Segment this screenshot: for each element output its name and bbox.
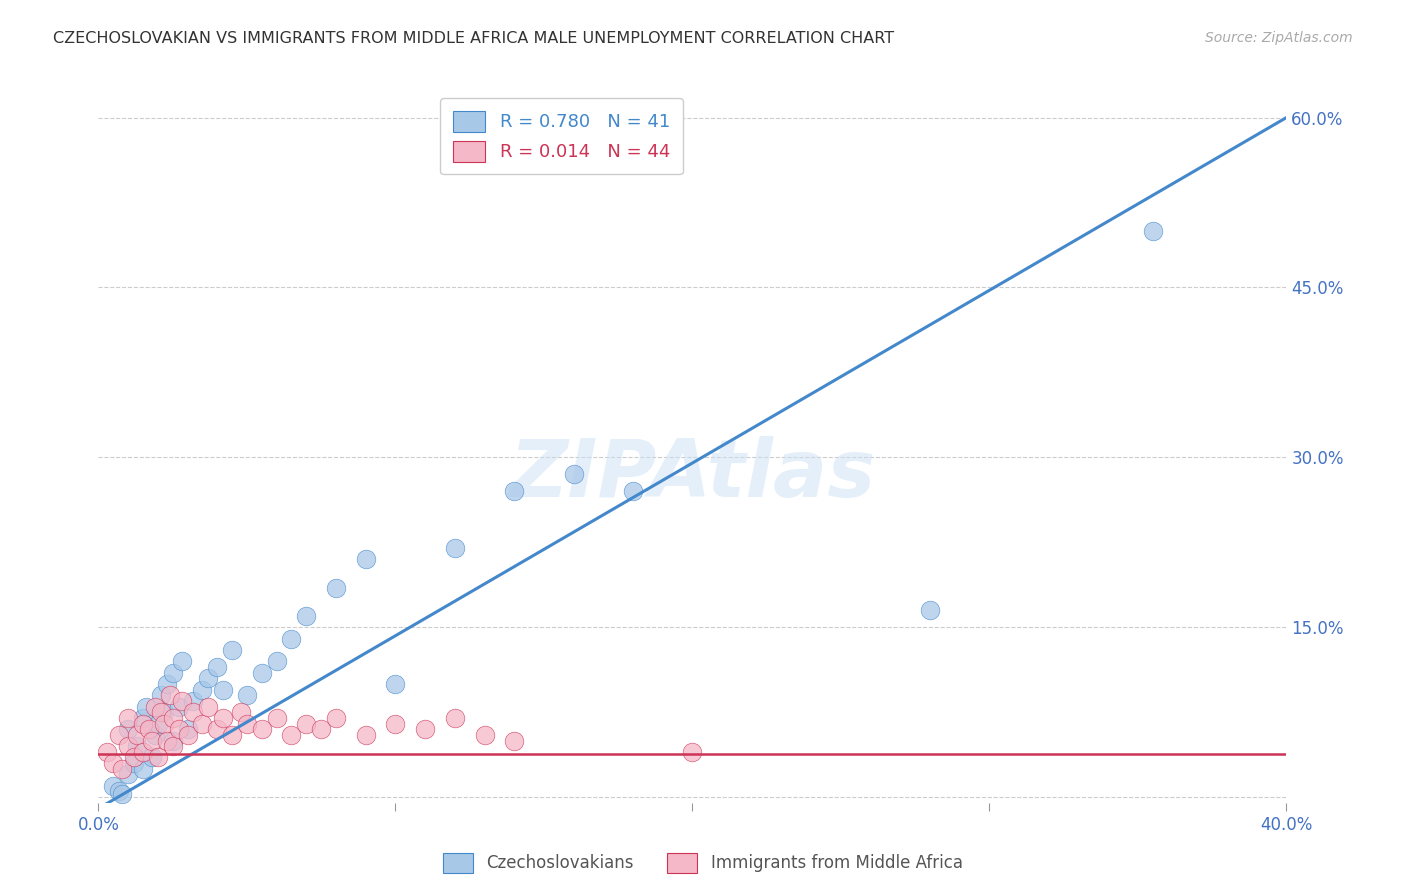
- Point: [132, 745, 155, 759]
- Point: [183, 705, 205, 719]
- Text: ZIPAtlas: ZIPAtlas: [509, 435, 876, 514]
- Point: [122, 750, 145, 764]
- Point: [250, 665, 273, 680]
- Point: [221, 728, 243, 742]
- Point: [229, 705, 252, 719]
- Point: [143, 699, 166, 714]
- Text: CZECHOSLOVAKIAN VS IMMIGRANTS FROM MIDDLE AFRICA MALE UNEMPLOYMENT CORRELATION C: CZECHOSLOVAKIAN VS IMMIGRANTS FROM MIDDL…: [53, 31, 894, 46]
- Point: [236, 716, 259, 731]
- Point: [117, 722, 139, 736]
- Point: [117, 739, 139, 754]
- Point: [176, 722, 198, 736]
- Point: [156, 677, 179, 691]
- Point: [384, 716, 406, 731]
- Point: [132, 762, 155, 776]
- Point: [207, 660, 229, 674]
- Point: [197, 671, 219, 685]
- Point: [125, 728, 148, 742]
- Point: [325, 581, 347, 595]
- Point: [111, 762, 134, 776]
- Point: [621, 484, 644, 499]
- Point: [562, 467, 585, 482]
- Point: [1142, 224, 1164, 238]
- Point: [191, 716, 214, 731]
- Point: [149, 705, 172, 719]
- Point: [152, 716, 174, 731]
- Point: [162, 665, 184, 680]
- Point: [295, 716, 318, 731]
- Point: [191, 682, 214, 697]
- Point: [162, 733, 184, 747]
- Point: [132, 716, 155, 731]
- Point: [413, 722, 436, 736]
- Point: [170, 694, 193, 708]
- Point: [197, 699, 219, 714]
- Legend: R = 0.780   N = 41, R = 0.014   N = 44: R = 0.780 N = 41, R = 0.014 N = 44: [440, 98, 683, 174]
- Point: [682, 745, 704, 759]
- Point: [96, 745, 118, 759]
- Point: [280, 728, 302, 742]
- Point: [167, 699, 190, 714]
- Point: [125, 739, 148, 754]
- Point: [443, 711, 465, 725]
- Point: [207, 722, 229, 736]
- Point: [325, 711, 347, 725]
- Point: [108, 728, 131, 742]
- Point: [146, 716, 169, 731]
- Point: [103, 756, 125, 771]
- Point: [384, 677, 406, 691]
- Point: [108, 784, 131, 798]
- Point: [443, 541, 465, 555]
- Point: [146, 750, 169, 764]
- Point: [132, 711, 155, 725]
- Point: [221, 643, 243, 657]
- Point: [354, 552, 377, 566]
- Point: [266, 654, 288, 668]
- Point: [143, 728, 166, 742]
- Point: [920, 603, 942, 617]
- Point: [159, 688, 181, 702]
- Point: [103, 779, 125, 793]
- Point: [138, 722, 160, 736]
- Point: [117, 711, 139, 725]
- Legend: Czechoslovakians, Immigrants from Middle Africa: Czechoslovakians, Immigrants from Middle…: [437, 847, 969, 880]
- Point: [354, 728, 377, 742]
- Point: [212, 682, 235, 697]
- Point: [280, 632, 302, 646]
- Point: [111, 787, 134, 801]
- Point: [474, 728, 496, 742]
- Point: [295, 608, 318, 623]
- Text: Source: ZipAtlas.com: Source: ZipAtlas.com: [1205, 31, 1353, 45]
- Point: [141, 733, 163, 747]
- Point: [162, 711, 184, 725]
- Point: [167, 722, 190, 736]
- Point: [152, 705, 174, 719]
- Point: [236, 688, 259, 702]
- Point: [117, 767, 139, 781]
- Point: [170, 654, 193, 668]
- Point: [503, 484, 526, 499]
- Point: [162, 739, 184, 754]
- Point: [250, 722, 273, 736]
- Point: [141, 750, 163, 764]
- Point: [309, 722, 332, 736]
- Point: [212, 711, 235, 725]
- Point: [266, 711, 288, 725]
- Point: [122, 756, 145, 771]
- Point: [503, 733, 526, 747]
- Point: [156, 733, 179, 747]
- Point: [135, 699, 157, 714]
- Point: [149, 688, 172, 702]
- Point: [176, 728, 198, 742]
- Point: [183, 694, 205, 708]
